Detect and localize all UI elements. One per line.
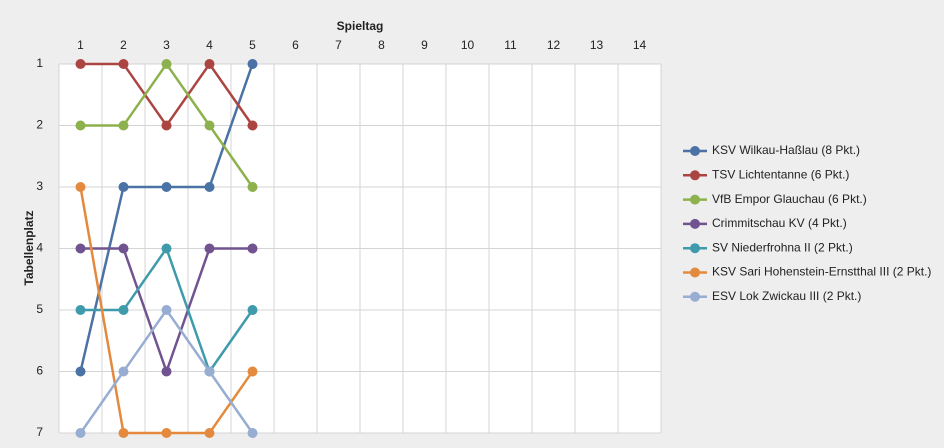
y-tick-label: 1 <box>36 56 43 70</box>
x-axis-label: Spieltag <box>337 19 384 33</box>
x-tick-label: 7 <box>335 38 342 52</box>
data-point <box>75 366 86 377</box>
legend-label: Crimmitschau KV (4 Pkt.) <box>712 216 847 230</box>
data-point <box>161 366 172 377</box>
data-point <box>247 243 258 254</box>
data-point <box>118 120 129 131</box>
legend-label: VfB Empor Glauchau (6 Pkt.) <box>712 192 867 206</box>
data-point <box>247 305 258 315</box>
data-point <box>118 182 129 192</box>
data-point <box>247 366 258 377</box>
x-tick-label: 14 <box>633 38 647 52</box>
data-point <box>247 59 258 69</box>
data-point <box>75 243 86 254</box>
x-tick-label: 6 <box>292 38 299 52</box>
legend-swatch-marker <box>690 218 700 229</box>
y-axis-label: Tabellenplatz <box>22 210 36 285</box>
data-point <box>75 120 86 131</box>
data-point <box>75 428 86 438</box>
data-point <box>161 120 172 131</box>
data-point <box>118 366 129 377</box>
data-point <box>204 366 215 377</box>
x-tick-label: 11 <box>504 38 517 52</box>
x-tick-label: 2 <box>120 38 127 52</box>
data-point <box>161 182 172 192</box>
x-tick-label: 12 <box>547 38 561 52</box>
data-point <box>204 243 215 254</box>
legend-swatch-marker <box>690 267 700 278</box>
data-point <box>75 59 86 69</box>
data-point <box>118 243 129 254</box>
legend-label: KSV Sari Hohenstein-Ernstthal III (2 Pkt… <box>712 265 931 279</box>
y-tick-label: 5 <box>36 302 43 316</box>
data-point <box>75 305 86 315</box>
y-tick-label: 6 <box>36 364 43 378</box>
data-point <box>161 243 172 254</box>
x-tick-label: 1 <box>77 38 84 52</box>
x-tick-label: 13 <box>590 38 604 52</box>
x-tick-label: 3 <box>163 38 170 52</box>
legend-swatch-marker <box>690 243 700 254</box>
y-tick-label: 4 <box>36 241 43 255</box>
legend-swatch-marker <box>690 170 700 181</box>
y-tick-label: 3 <box>36 179 43 193</box>
data-point <box>247 428 258 438</box>
x-tick-label: 9 <box>421 38 428 52</box>
data-point <box>118 59 129 69</box>
x-tick-label: 8 <box>378 38 385 52</box>
data-point <box>118 305 129 315</box>
x-tick-label: 10 <box>461 38 475 52</box>
x-tick-label: 4 <box>206 38 213 52</box>
y-tick-label: 7 <box>36 425 43 439</box>
data-point <box>118 428 129 438</box>
data-point <box>161 59 172 69</box>
legend-label: SV Niederfrohna II (2 Pkt.) <box>712 240 853 254</box>
data-point <box>204 59 215 69</box>
data-point <box>75 182 86 192</box>
legend-label: TSV Lichtentanne (6 Pkt.) <box>712 167 849 181</box>
legend-swatch-marker <box>690 291 700 302</box>
data-point <box>204 182 215 192</box>
data-point <box>247 120 258 131</box>
data-point <box>161 428 172 438</box>
y-tick-label: 2 <box>36 118 43 132</box>
legend-label: KSV Wilkau-Haßlau (8 Pkt.) <box>712 143 860 157</box>
x-tick-label: 5 <box>249 38 256 52</box>
data-point <box>204 428 215 438</box>
data-point <box>204 120 215 131</box>
legend-label: ESV Lok Zwickau III (2 Pkt.) <box>712 289 861 303</box>
legend-swatch-marker <box>690 146 700 156</box>
data-point <box>161 305 172 315</box>
data-point <box>247 182 258 192</box>
legend-swatch-marker <box>690 194 700 205</box>
